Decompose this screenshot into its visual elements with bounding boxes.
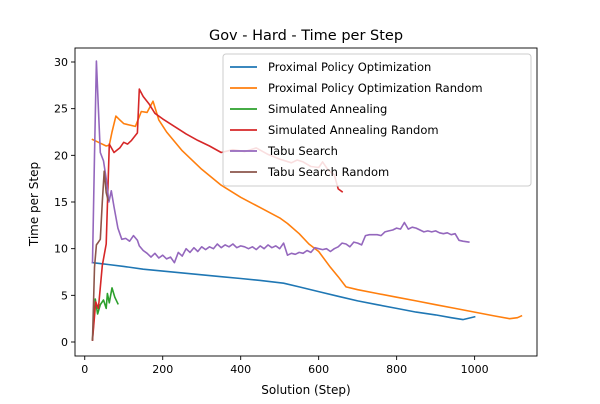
- y-tick-label-0: 0: [61, 336, 68, 349]
- legend-label-1: Proximal Policy Optimization Random: [268, 81, 483, 95]
- series-line-4: [91, 60, 470, 264]
- legend-entries: Proximal Policy Optimization Proximal Pol…: [230, 60, 483, 179]
- legend-box: [222, 53, 532, 187]
- series-layer: [91, 60, 523, 341]
- series-line-1: [91, 100, 523, 320]
- x-tick-label-1: 200: [152, 363, 173, 376]
- y-axis-label: Time per Step: [27, 162, 41, 247]
- plot-area: 0 200 400 600 800 1000 0 5 10 15 20 25 30: [54, 47, 538, 376]
- x-axis-label: Solution (Step): [261, 383, 350, 397]
- plot-frame: [74, 47, 538, 357]
- axis-ticks: 0 200 400 600 800 1000 0 5 10 15 20 25 30: [54, 56, 489, 376]
- x-tick-label-0: 0: [81, 363, 88, 376]
- legend-label-0: Proximal Policy Optimization: [268, 60, 431, 74]
- legend-label-3: Simulated Annealing Random: [268, 123, 439, 137]
- y-tick-label-6: 30: [54, 56, 68, 69]
- series-line-0: [91, 261, 476, 321]
- x-tick-label-3: 600: [308, 363, 329, 376]
- y-tick-label-4: 20: [54, 149, 68, 162]
- series-line-2: [91, 287, 119, 341]
- y-tick-label-3: 15: [54, 196, 68, 209]
- y-tick-label-5: 25: [54, 103, 68, 116]
- series-line-5: [91, 170, 110, 341]
- chart-title: Gov - Hard - Time per Step: [209, 28, 403, 44]
- legend-label-2: Simulated Annealing: [268, 102, 387, 116]
- legend-label-4: Tabu Search: [267, 144, 338, 158]
- x-tick-label-5: 1000: [461, 363, 489, 376]
- legend: Proximal Policy Optimization Proximal Pol…: [222, 53, 532, 187]
- y-tick-label-2: 10: [54, 243, 68, 256]
- x-tick-label-4: 800: [386, 363, 407, 376]
- legend-label-5: Tabu Search Random: [267, 165, 389, 179]
- x-tick-label-2: 400: [230, 363, 251, 376]
- y-tick-label-1: 5: [61, 289, 68, 302]
